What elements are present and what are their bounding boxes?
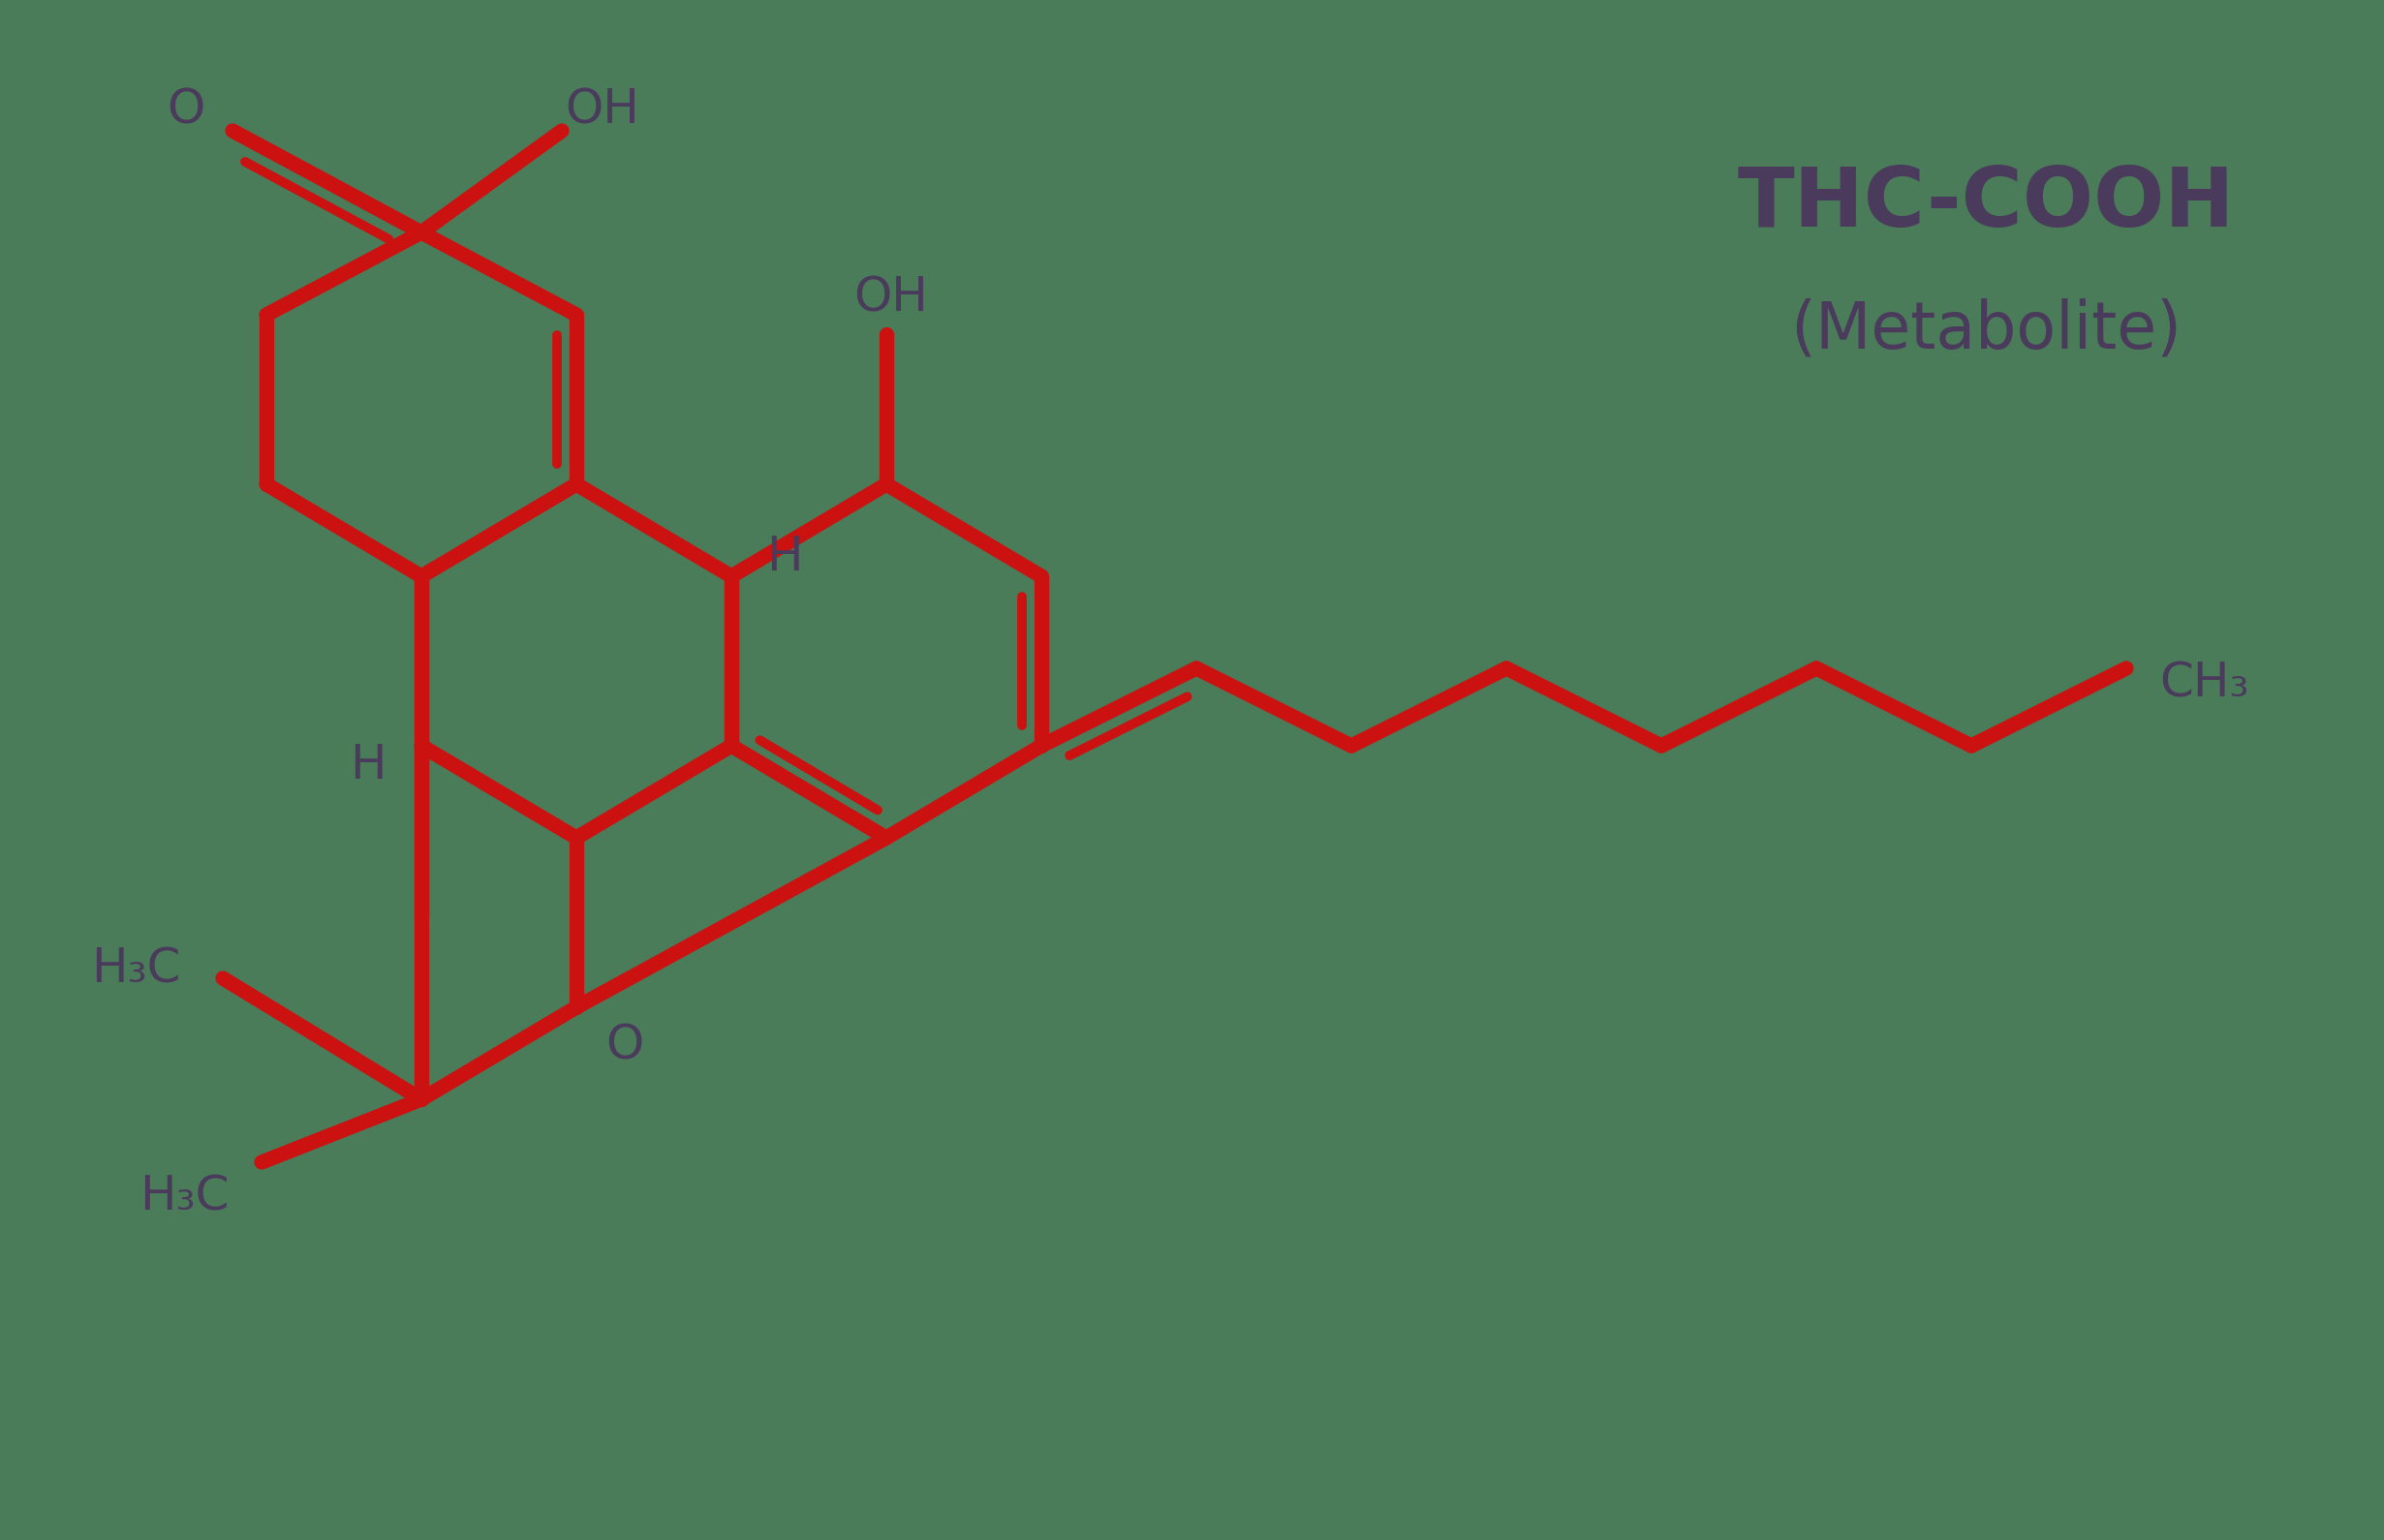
Text: O: O — [167, 86, 205, 132]
Text: O: O — [606, 1023, 644, 1069]
Text: CH₃: CH₃ — [2160, 659, 2248, 705]
Text: H: H — [350, 742, 386, 788]
Text: OH: OH — [565, 86, 639, 132]
Text: THC-COOH: THC-COOH — [1738, 163, 2234, 243]
Text: OH: OH — [853, 274, 927, 320]
Text: (Metabolite): (Metabolite) — [1790, 297, 2181, 362]
Text: H₃C: H₃C — [91, 946, 181, 992]
Text: H₃C: H₃C — [138, 1173, 229, 1220]
Text: H: H — [768, 534, 803, 581]
